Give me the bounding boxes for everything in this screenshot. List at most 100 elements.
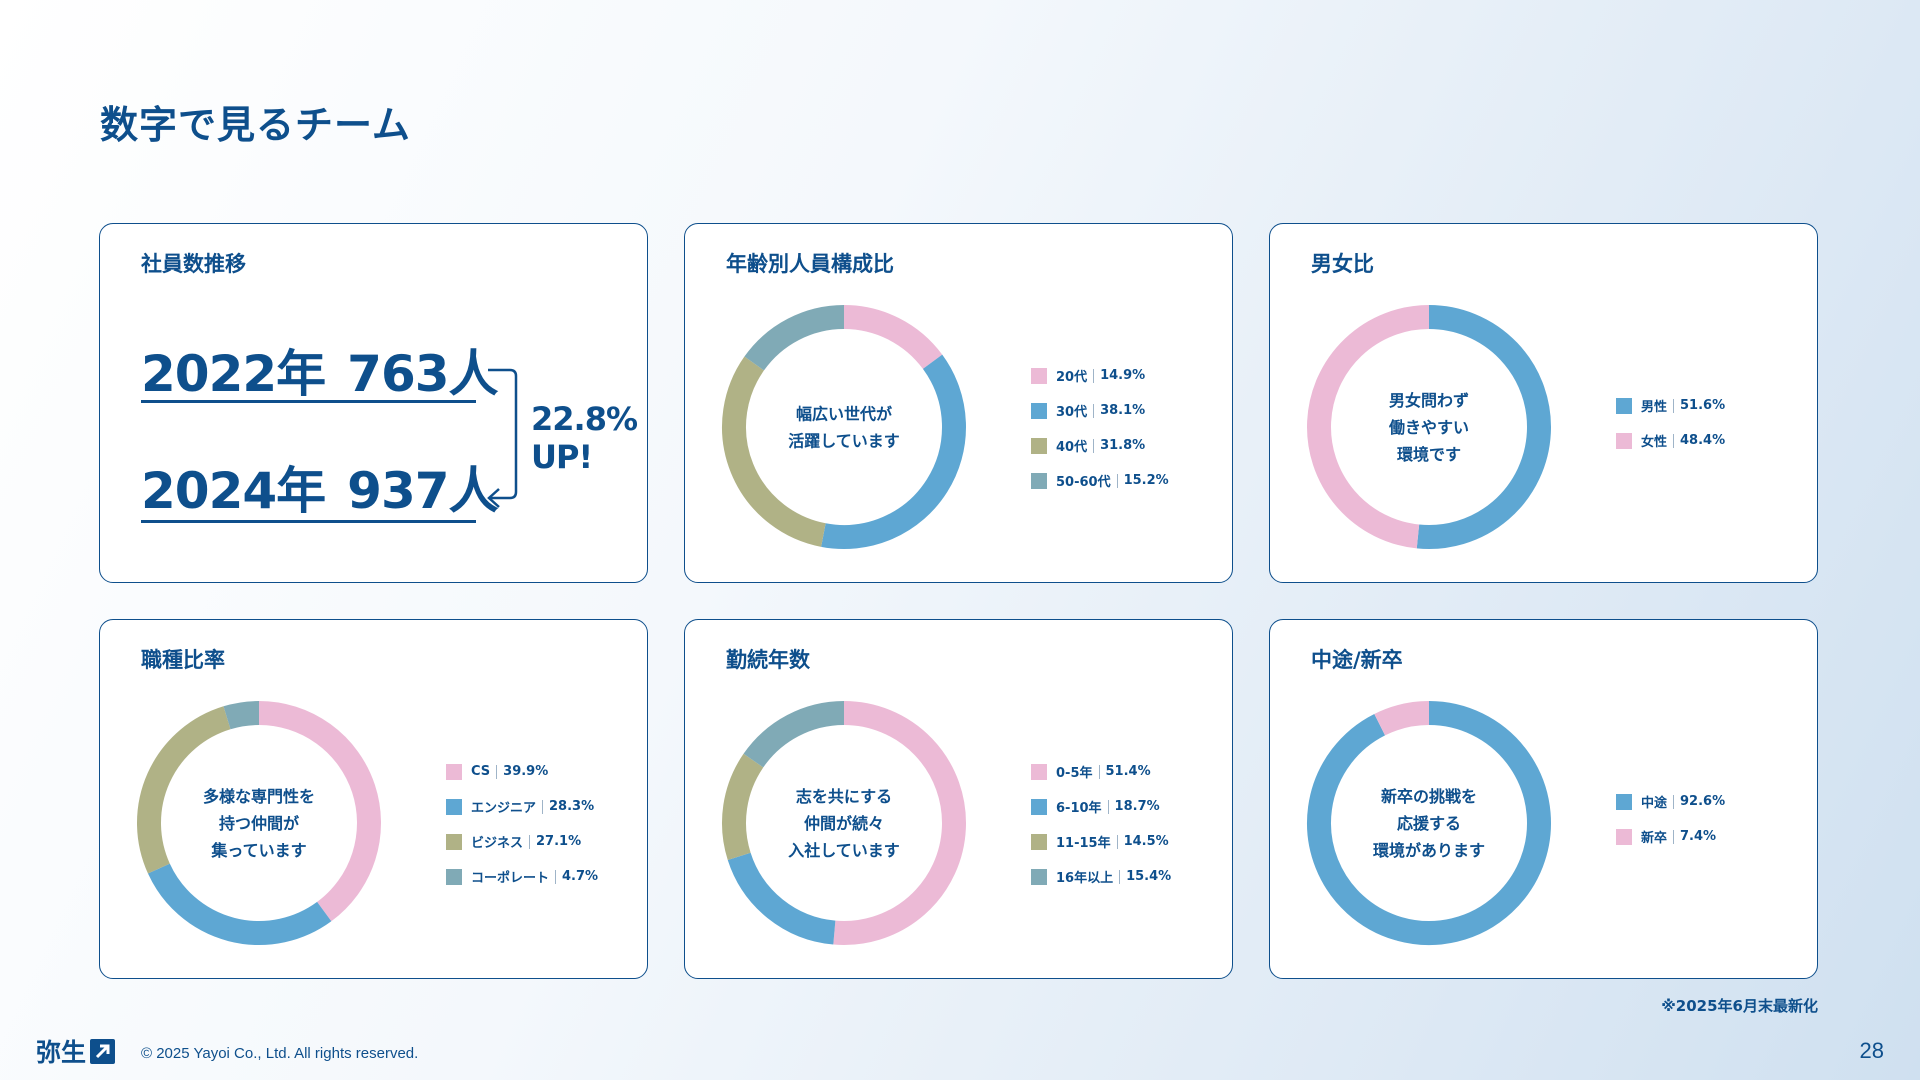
job-card: 職種比率 多様な専門性を 持つ仲間が集っています CS 39.9% エンジニア 28.3… bbox=[99, 619, 648, 979]
donut-center-text: 集っています bbox=[210, 841, 306, 860]
legend-swatch bbox=[446, 798, 462, 815]
legend-label: CS bbox=[471, 764, 491, 779]
hire-legend: 中途 92.6% 新卒 7.4% bbox=[1616, 784, 1725, 854]
legend-item: 40代 31.8% bbox=[1031, 428, 1169, 463]
page-number: 28 bbox=[1859, 1038, 1884, 1063]
legend-item: CS 39.9% bbox=[446, 754, 598, 789]
headcount-card: 社員数推移 2022年 763人 2024年 937人 22.8% UP! bbox=[99, 223, 648, 583]
legend-separator bbox=[1093, 403, 1095, 418]
legend-separator bbox=[1093, 438, 1095, 453]
donut-center-text: 環境です bbox=[1397, 445, 1461, 464]
legend-value: 4.7% bbox=[562, 869, 599, 884]
legend-swatch bbox=[446, 868, 462, 885]
donut-slice-0 bbox=[258, 701, 381, 922]
age-card: 年齢別人員構成比 幅広い世代が 活躍しています 20代 14.9% 30代 38.1% 4… bbox=[684, 223, 1233, 583]
legend-item: エンジニア 28.3% bbox=[446, 789, 598, 824]
legend-item: 新卒 7.4% bbox=[1616, 819, 1725, 854]
legend-item: 中途 92.6% bbox=[1616, 784, 1725, 819]
donut-slice-2 bbox=[137, 706, 231, 874]
headcount-year: 2024年 bbox=[141, 462, 326, 520]
copyright: © 2025 Yayoi Co., Ltd. All rights reserv… bbox=[141, 1045, 419, 1062]
legend-swatch bbox=[1031, 402, 1047, 419]
donut-slice-1 bbox=[821, 354, 966, 549]
legend-swatch bbox=[1031, 472, 1047, 489]
donut-center-text: 志を共にする bbox=[796, 787, 892, 806]
donut-slice-3 bbox=[744, 305, 845, 371]
card-title: 職種比率 bbox=[141, 648, 225, 672]
logo-text: 弥生 bbox=[36, 1038, 87, 1067]
bracket-arrow-icon bbox=[487, 368, 518, 508]
legend-label: 16年以上 bbox=[1056, 871, 1114, 886]
tenure-legend: 0-5年 51.4% 6-10年 18.7% 11-15年 14.5% 16年以上 15.4% bbox=[1031, 754, 1171, 894]
legend-value: 14.5% bbox=[1123, 834, 1169, 849]
legend-separator bbox=[496, 764, 498, 779]
legend-swatch bbox=[1616, 828, 1632, 845]
legend-item: 0-5年 51.4% bbox=[1031, 754, 1171, 789]
legend-label: 0-5年 bbox=[1056, 766, 1093, 781]
headcount-row-2022: 2022年 763人 bbox=[141, 334, 499, 406]
legend-label: 6-10年 bbox=[1056, 801, 1102, 816]
headcount-year: 2022年 bbox=[141, 345, 326, 403]
legend-value: 27.1% bbox=[536, 834, 582, 849]
legend-swatch bbox=[1031, 437, 1047, 454]
legend-label: 新卒 bbox=[1641, 831, 1668, 846]
legend-separator bbox=[1116, 473, 1118, 488]
legend-item: 50-60代 15.2% bbox=[1031, 463, 1169, 498]
legend-value: 7.4% bbox=[1680, 829, 1717, 844]
legend-swatch bbox=[1031, 798, 1047, 815]
legend-label: エンジニア bbox=[471, 801, 537, 816]
donut-center-text: 多様な専門性を bbox=[203, 787, 315, 806]
legend-item: 6-10年 18.7% bbox=[1031, 789, 1171, 824]
growth-label: UP! bbox=[531, 438, 593, 476]
legend-separator bbox=[1119, 869, 1121, 884]
donut-slice-2 bbox=[722, 753, 764, 860]
donut-slice-0 bbox=[1307, 701, 1551, 945]
legend-value: 51.4% bbox=[1105, 764, 1151, 779]
donut-slice-1 bbox=[1307, 305, 1430, 549]
donut-slice-3 bbox=[743, 701, 845, 768]
legend-item: 20代 14.9% bbox=[1031, 358, 1169, 393]
legend-value: 28.3% bbox=[549, 799, 595, 814]
legend-value: 14.9% bbox=[1100, 368, 1146, 383]
legend-separator bbox=[1673, 433, 1675, 448]
legend-value: 51.6% bbox=[1680, 398, 1726, 413]
legend-value: 39.9% bbox=[503, 764, 549, 779]
legend-swatch bbox=[1616, 793, 1632, 810]
gender-legend: 男性 51.6% 女性 48.4% bbox=[1616, 388, 1725, 458]
legend-swatch bbox=[1031, 367, 1047, 384]
legend-label: 中途 bbox=[1641, 796, 1668, 811]
legend-item: コーポレート 4.7% bbox=[446, 859, 598, 894]
legend-swatch bbox=[1031, 868, 1047, 885]
card-title: 年齢別人員構成比 bbox=[726, 252, 894, 276]
legend-value: 31.8% bbox=[1100, 438, 1146, 453]
legend-separator bbox=[542, 799, 544, 814]
legend-separator bbox=[1107, 799, 1109, 814]
legend-swatch bbox=[1616, 432, 1632, 449]
legend-value: 38.1% bbox=[1100, 403, 1146, 418]
card-title: 社員数推移 bbox=[141, 252, 246, 276]
legend-swatch bbox=[1031, 763, 1047, 780]
legend-item: 男性 51.6% bbox=[1616, 388, 1725, 423]
legend-swatch bbox=[446, 763, 462, 780]
gender-card: 男女比 男女問わず働きやすい環境です 男性 51.6% 女性 48.4% bbox=[1269, 223, 1818, 583]
legend-label: ビジネス bbox=[471, 836, 524, 851]
donut-slice-0 bbox=[1416, 305, 1551, 549]
donut-center-text: 持つ仲間が bbox=[219, 814, 299, 833]
legend-separator bbox=[1098, 764, 1100, 779]
legend-value: 15.4% bbox=[1126, 869, 1172, 884]
legend-value: 18.7% bbox=[1114, 799, 1160, 814]
donut-center-text: 働きやすい bbox=[1388, 418, 1469, 437]
legend-separator bbox=[1673, 398, 1675, 413]
card-title: 男女比 bbox=[1311, 252, 1374, 276]
donut-center-text: 男女問わず bbox=[1389, 391, 1469, 410]
legend-item: 女性 48.4% bbox=[1616, 423, 1725, 458]
logo-arrow-icon bbox=[90, 1038, 116, 1064]
donut-slice-1 bbox=[147, 863, 332, 945]
legend-label: 20代 bbox=[1056, 370, 1088, 385]
donut-slice-1 bbox=[1374, 701, 1430, 736]
legend-separator bbox=[1673, 829, 1675, 844]
legend-separator bbox=[1673, 794, 1675, 809]
card-title: 中途/新卒 bbox=[1311, 648, 1403, 672]
